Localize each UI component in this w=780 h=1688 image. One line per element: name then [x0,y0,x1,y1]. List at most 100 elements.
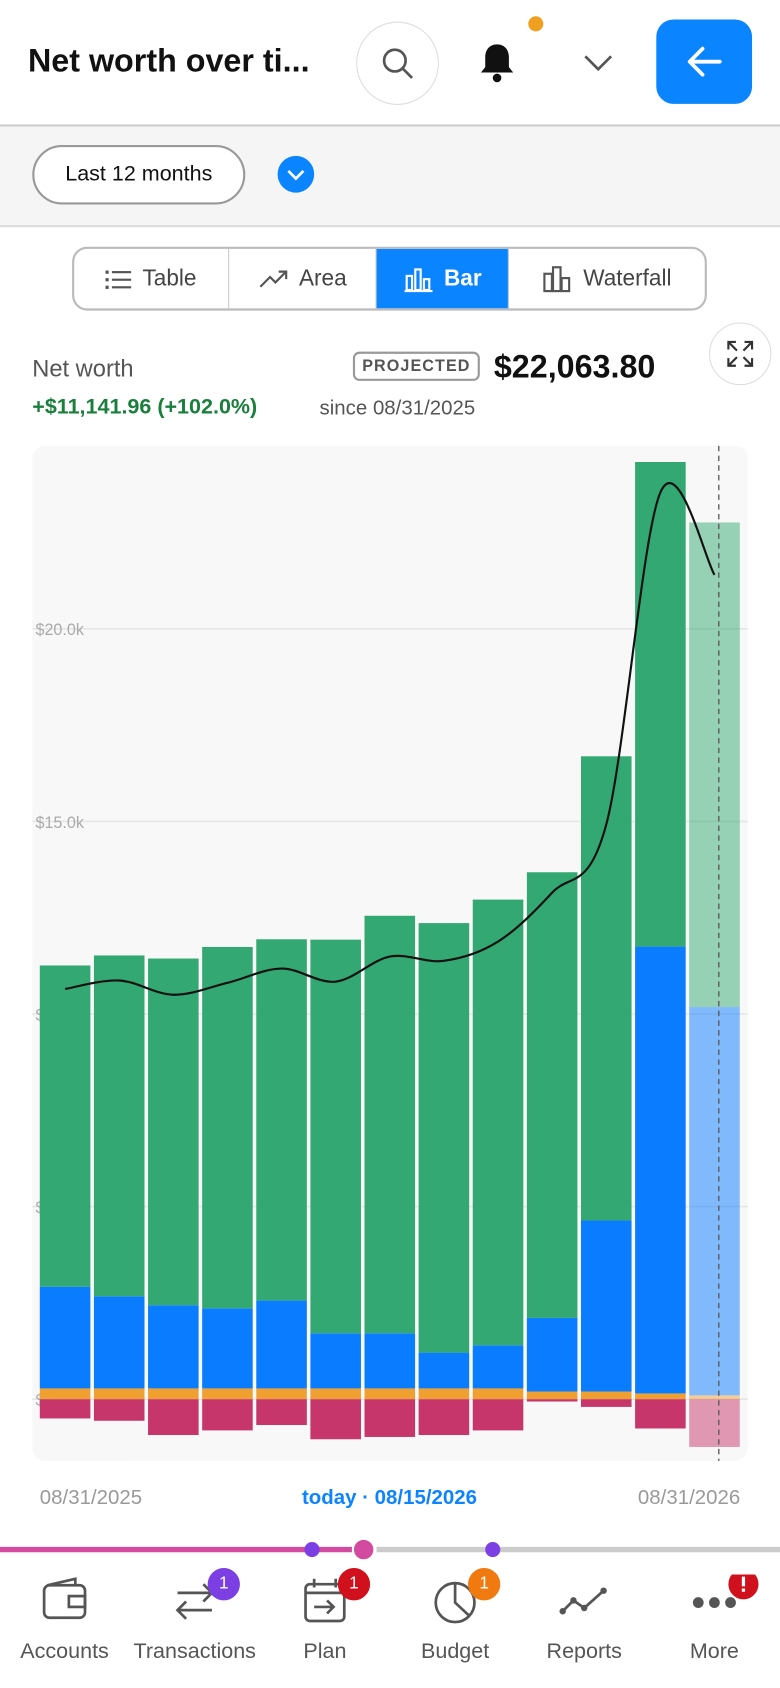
bar-segment [310,1399,361,1440]
area-icon [259,269,288,287]
bar-segment [93,1296,145,1389]
bar-segment [310,1333,361,1389]
bar-segment [635,1393,686,1400]
expand-icon [727,340,754,367]
tab-label: Table [142,265,197,291]
bar-segment [689,522,740,1008]
tab-label: Area [298,265,347,291]
summary-value: $22,063.80 [493,349,656,386]
bar-segment [202,1388,253,1400]
bar-segment [148,958,199,1306]
nav-label: Accounts [20,1639,109,1664]
back-icon [687,46,722,77]
nav-accounts[interactable]: Accounts [0,1574,129,1663]
summary-label: Net worth [32,354,134,382]
tab-label: Bar [443,265,482,291]
nav-icon [692,1569,759,1609]
bar-segment [148,1399,199,1436]
bar-segment [472,1345,524,1389]
bar-segment [418,1388,470,1400]
nav-badge: 1 [337,1567,371,1601]
bar-segment [364,1399,416,1437]
tab-label: Waterfall [583,265,672,291]
nav-plan[interactable]: 1 Plan [260,1567,389,1663]
bar-segment [202,1399,253,1431]
x-axis-today: today · 08/15/2026 [301,1486,477,1510]
bar-segment [256,1399,307,1426]
bar-segment [39,1388,91,1400]
y-tick-label: $15.0k [36,814,85,832]
nav-badge: 1 [468,1567,501,1601]
bar-segment [93,1388,145,1400]
bar-segment [418,1352,470,1389]
bar-segment [148,1305,199,1389]
bar-segment [635,1399,686,1429]
range-pill[interactable]: Last 12 months [32,145,246,205]
bar-segment [256,939,307,1301]
bar-segment [93,1399,145,1421]
bar-segment [39,965,91,1287]
chart: $0$5.0k$10.0k$15.0k$20.0k [32,445,748,1461]
slider-marker [485,1541,501,1558]
bar-segment [310,1388,361,1400]
bar-segment [93,955,145,1297]
bar-segment [418,923,470,1353]
bar-segment [364,1333,416,1389]
nav-icon [42,1577,87,1620]
summary-change: +$11,141.96 (+102.0%) [32,394,258,419]
nav-reports[interactable]: Reports [520,1574,649,1663]
bar-segment [364,1388,416,1400]
x-axis-label: 08/31/2026 [637,1486,741,1510]
notifications-button[interactable] [478,41,517,84]
dropdown-button[interactable] [581,50,615,76]
net-worth-line [64,482,716,996]
expand-button[interactable] [709,322,772,386]
nav-label: Plan [303,1639,347,1664]
bar-segment [148,1388,199,1400]
search-button[interactable] [356,21,439,105]
range-dropdown[interactable] [277,155,316,194]
bar-icon [404,267,433,292]
bar-segment [472,899,524,1346]
nav-icon [559,1587,607,1615]
bar-segment [310,939,361,1334]
bar-segment [689,1399,740,1447]
page-title: Net worth over ti... [27,43,310,79]
notification-dot [528,16,544,32]
y-tick-label: $20.0k [36,621,85,639]
summary-since: since 08/31/2025 [319,397,476,420]
bar-segment [472,1388,524,1400]
nav-label: Budget [420,1639,490,1664]
bar-segment [526,1399,578,1402]
bar-segment [635,946,686,1394]
bar-segment [580,1391,632,1400]
nav-badge: 1 [207,1567,240,1601]
bar-segment [526,1317,578,1392]
bar-segment [526,872,578,1318]
nav-budget[interactable]: 1 Budget [391,1567,520,1663]
tab-waterfall[interactable]: Waterfall [509,249,705,309]
bar-segment [635,462,686,947]
bar-segment [580,1220,632,1392]
header: Net worth over ti... [0,0,780,127]
bar-segment [256,1300,307,1389]
nav-label: Reports [546,1639,622,1664]
nav-label: More [689,1639,739,1664]
back-button[interactable] [656,19,753,104]
timeline-slider[interactable] [0,1537,780,1563]
tab-bar[interactable]: Bar [376,248,510,309]
tab-table[interactable]: Table [74,248,230,309]
bar-segment [472,1399,524,1431]
bar-segment [39,1399,91,1419]
waterfall-icon [543,265,571,292]
tab-area[interactable]: Area [229,248,377,309]
x-axis-label: 08/31/2025 [39,1486,143,1510]
slider-thumb[interactable] [351,1537,376,1562]
nav-transactions[interactable]: 1 Transactions [130,1567,259,1663]
bar-segment [39,1286,91,1389]
slider-marker [304,1541,320,1558]
bar-segment [202,946,253,1309]
nav-more[interactable]: More [650,1569,779,1663]
